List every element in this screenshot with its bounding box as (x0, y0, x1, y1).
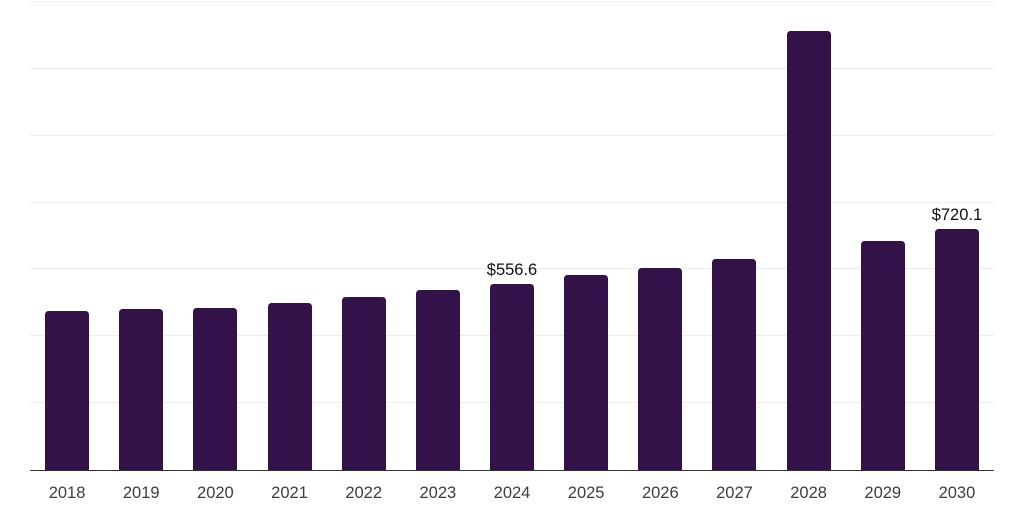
x-tick-2029: 2029 (864, 484, 902, 502)
x-tick-2030: 2030 (938, 484, 976, 502)
bar-2030[interactable] (934, 229, 979, 470)
x-tick-2018: 2018 (48, 484, 86, 502)
bar-value-label-2024: $556.6 (486, 260, 538, 279)
x-tick-2021: 2021 (271, 484, 308, 502)
x-tick-2022: 2022 (345, 484, 383, 502)
bar-value-label-2030: $720.1 (931, 206, 983, 225)
gridline-1200 (30, 67, 994, 69)
plot-area: $556.6 $720.1 (30, 0, 994, 471)
bar-2026[interactable] (638, 268, 683, 470)
bar-2028[interactable] (786, 30, 831, 470)
gridline-1000 (30, 134, 994, 136)
bar-2020[interactable] (193, 307, 238, 470)
bar-2029[interactable] (860, 240, 905, 470)
x-tick-2023: 2023 (419, 484, 457, 502)
x-tick-2019: 2019 (122, 484, 160, 502)
bar-2018[interactable] (45, 311, 90, 470)
x-tick-2020: 2020 (197, 484, 234, 502)
gridline-1400 (30, 1, 994, 2)
x-tick-2027: 2027 (716, 484, 753, 502)
bar-2019[interactable] (119, 308, 164, 470)
x-tick-2026: 2026 (641, 484, 679, 502)
x-axis: 2018 2019 2020 2021 2022 2023 2024 2025 2026 2027… (30, 471, 994, 512)
bar-2025[interactable] (564, 274, 609, 470)
bar-2024[interactable] (490, 283, 534, 470)
gridline-800 (30, 201, 994, 203)
bar-2027[interactable] (712, 259, 757, 470)
bar-2023[interactable] (415, 289, 460, 470)
x-tick-2025: 2025 (567, 484, 605, 502)
bar-2021[interactable] (267, 302, 312, 470)
x-tick-2028: 2028 (790, 484, 827, 502)
x-tick-2024: 2024 (493, 484, 531, 502)
bar-2022[interactable] (341, 296, 386, 470)
gridline-600 (30, 268, 994, 270)
